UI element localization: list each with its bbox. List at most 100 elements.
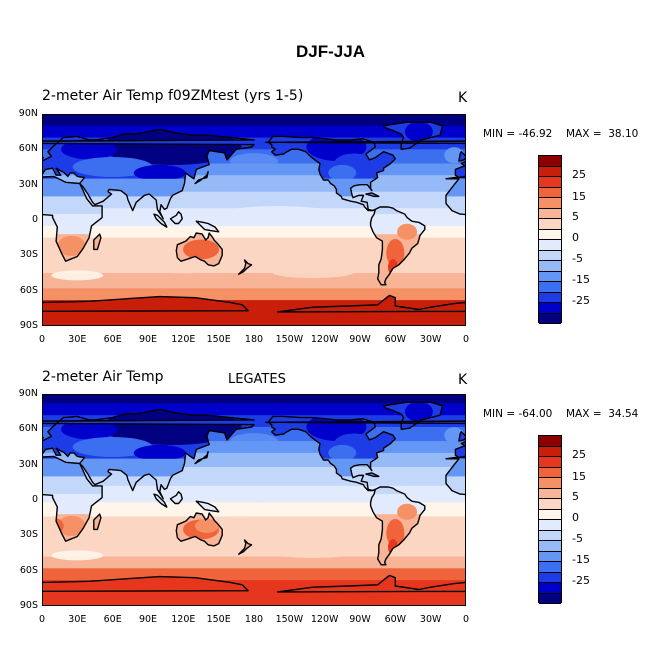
- panel-1-lon-tick: 150E: [206, 334, 231, 345]
- panel-2-colorbar-swatch: [539, 541, 561, 552]
- panel-2-colorbar-label: 15: [572, 470, 586, 483]
- panel-1-lon-tick: 60W: [384, 334, 407, 345]
- panel-1-colorbar-swatch: [539, 187, 561, 198]
- panel-1-lat-tick: 30S: [19, 249, 38, 261]
- panel-1-colorbar-swatch: [539, 240, 561, 251]
- panel-2-colorbar-swatch: [539, 478, 561, 489]
- panel-2-title: 2-meter Air Temp: [42, 369, 164, 385]
- panel-2-lat-tick: 90N: [18, 388, 38, 399]
- panel-1-colorbar-label: 15: [572, 190, 586, 203]
- panel-2-colorbar-swatch: [539, 446, 561, 457]
- panel-1-lat-tick: 0: [31, 214, 38, 225]
- panel-2-lat-tick: 30S: [19, 529, 38, 541]
- panel-2-colorbar-swatch: [539, 436, 561, 447]
- panel-1-colorbar-label: 25: [572, 168, 586, 181]
- panel-2-colorbar-swatch: [539, 551, 561, 562]
- panel-1-max: MAX = 38.10: [566, 128, 639, 140]
- panel-1-colorbar-label: 0: [572, 231, 579, 244]
- panel-2-lon-tick: 60W: [384, 614, 407, 625]
- panel-2-colorbar-label: -25: [572, 574, 590, 587]
- panel-1-colorbar-swatch: [539, 229, 561, 240]
- panel-2-lon-tick: 90E: [138, 614, 158, 625]
- panel-1-colorbar-label: -15: [572, 273, 590, 286]
- panel-2-colorbar-swatch: [539, 499, 561, 510]
- panel-1-colorbar-swatch: [539, 219, 561, 230]
- panel-1-lon-tick: 30W: [419, 334, 442, 345]
- panel-2-colorbar-swatch: [539, 457, 561, 468]
- panel-2-colorbar-swatch: [539, 520, 561, 531]
- panel-2-lon-tick: 150W: [275, 614, 304, 625]
- panel-2-colorbar-label: -5: [572, 532, 583, 545]
- panel-2-colorbar-swatch: [539, 467, 561, 478]
- panel-1-colorbar-swatch: [539, 250, 561, 261]
- panel-2-lat-tick: 30N: [18, 458, 38, 470]
- panel-2-lon-tick: 60E: [103, 614, 122, 625]
- panel-2-colorbar-label: 0: [572, 511, 579, 524]
- panel-1-colorbar-label: -25: [572, 294, 590, 307]
- panel-1-units: K: [458, 90, 468, 106]
- panel-1-lon-tick: 0: [38, 334, 46, 345]
- panel-2-colorbar-swatch: [539, 583, 561, 594]
- panel-2-map: [42, 394, 466, 606]
- panel-2-colorbar-swatch: [539, 572, 561, 583]
- panel-2-lat-tick: 60S: [19, 564, 38, 576]
- panel-1-colorbar-swatch: [539, 271, 561, 282]
- panel-1-lat-tick: 30N: [18, 178, 38, 190]
- panel-1-colorbar-swatch: [539, 198, 561, 209]
- panel-2-lon-tick: 0: [38, 614, 46, 625]
- panel-1-lon-tick: 120W: [310, 334, 339, 345]
- panel-1-lon-tick: 120E: [171, 334, 196, 345]
- panel-2-lat-tick: 60N: [18, 423, 38, 435]
- panel-1-colorbar-swatch: [539, 166, 561, 177]
- panel-2-lon-tick: 120E: [171, 614, 196, 625]
- panel-2-subtitle: LEGATES: [228, 372, 286, 387]
- panel-1-lon-tick: 30E: [68, 334, 87, 345]
- panel-1-lon-tick: 90W: [349, 334, 371, 345]
- panel-2-colorbar-swatch: [539, 509, 561, 520]
- panel-2-min: MIN = -64.00: [483, 408, 553, 420]
- panel-2-lon-tick: 120W: [310, 614, 339, 625]
- panel-1-colorbar-swatch: [539, 282, 561, 293]
- panel-2-units: K: [458, 372, 468, 388]
- panel-1-lon-tick: 180: [244, 334, 264, 345]
- panel-2-max: MAX = 34.54: [566, 408, 639, 420]
- panel-2-lat-tick: 90S: [19, 600, 38, 611]
- panel-1-colorbar-swatch: [539, 156, 561, 167]
- panel-1-colorbar-swatch: [539, 313, 561, 324]
- panel-2-colorbar: [538, 435, 562, 604]
- panel-1-lon-tick: 60E: [103, 334, 122, 345]
- panel-2-colorbar-label: 25: [572, 448, 586, 461]
- panel-2-lon-tick: 30W: [419, 614, 442, 625]
- panel-2-lon-tick: 150E: [206, 614, 231, 625]
- panel-2-colorbar-swatch: [539, 488, 561, 499]
- panel-2-colorbar-swatch: [539, 593, 561, 604]
- panel-1-lon-tick: 90E: [138, 334, 158, 345]
- panel-2-lon-tick: 30E: [68, 614, 87, 625]
- panel-2-lon-tick: 180: [244, 614, 264, 625]
- panel-1-colorbar-swatch: [539, 208, 561, 219]
- panel-1-min: MIN = -46.92: [483, 128, 553, 140]
- panel-2-colorbar-label: -15: [572, 553, 590, 566]
- figure-title: DJF-JJA: [296, 42, 365, 61]
- panel-2-lon-tick: 90W: [349, 614, 371, 625]
- panel-1-title: 2-meter Air Temp f09ZMtest (yrs 1-5): [42, 88, 304, 104]
- panel-2-lon-tick: 0: [462, 614, 470, 625]
- panel-1-colorbar: [538, 155, 562, 324]
- panel-2-colorbar-label: 5: [572, 490, 579, 503]
- panel-1-lat-tick: 60N: [18, 143, 38, 155]
- panel-2-colorbar-swatch: [539, 562, 561, 573]
- panel-1-lon-tick: 150W: [275, 334, 304, 345]
- panel-1-colorbar-swatch: [539, 177, 561, 188]
- panel-2-colorbar-swatch: [539, 530, 561, 541]
- panel-1-lon-tick: 0: [462, 334, 470, 345]
- panel-1-colorbar-label: -5: [572, 252, 583, 265]
- panel-1-lat-tick: 90S: [19, 320, 38, 331]
- panel-1-colorbar-swatch: [539, 261, 561, 272]
- panel-1-map: [42, 114, 466, 326]
- panel-1-lat-tick: 60S: [19, 284, 38, 296]
- panel-1-lat-tick: 90N: [18, 108, 38, 119]
- panel-1-colorbar-swatch: [539, 303, 561, 314]
- panel-1-colorbar-label: 5: [572, 210, 579, 223]
- panel-2-lat-tick: 0: [31, 494, 38, 505]
- panel-1-colorbar-swatch: [539, 292, 561, 303]
